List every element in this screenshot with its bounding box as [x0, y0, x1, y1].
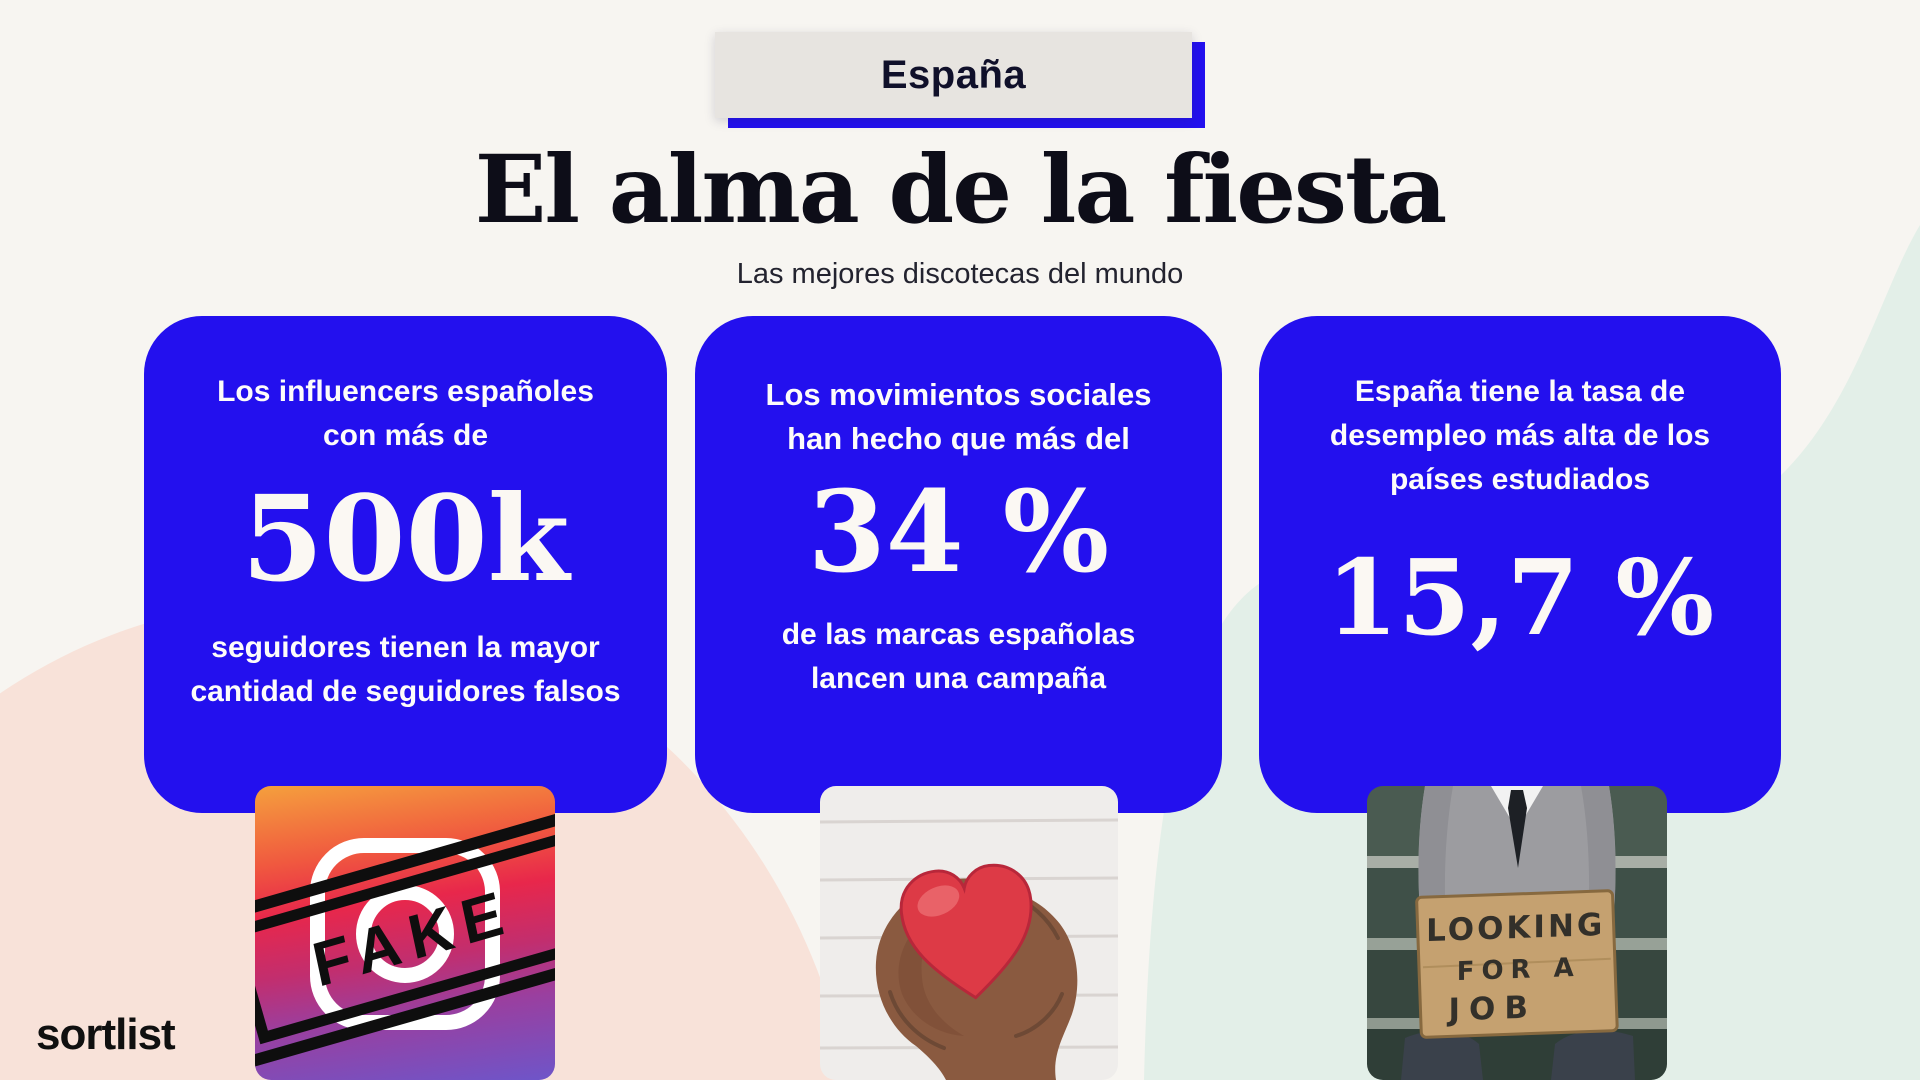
stat-card-unemployment: España tiene la tasa de desempleo más al… — [1259, 316, 1781, 813]
stat-card-bottom-text: seguidores tienen la mayor cantidad de s… — [190, 631, 621, 708]
page-title: El alma de la fiesta — [474, 135, 1448, 245]
sortlist-logo: sortlist — [36, 1010, 176, 1059]
job-seeker-photo: LOOKING FOR A JOB — [1367, 786, 1667, 1080]
job-sign-line1: LOOKING — [1426, 907, 1605, 949]
country-badge: España — [715, 32, 1205, 128]
stat-card-bottom-text: de las marcas españolas lancen una campa… — [781, 618, 1136, 695]
job-seeker-illustration: LOOKING FOR A JOB — [1367, 786, 1667, 1080]
badge-label: España — [880, 52, 1027, 97]
hands-heart-photo — [820, 786, 1118, 1080]
hands-heart-illustration — [820, 786, 1118, 1080]
camera-icon — [310, 838, 500, 1030]
job-sign-line3: JOB — [1447, 989, 1537, 1028]
stat-value: 500k — [241, 469, 570, 608]
stat-value: 15,7 % — [1325, 536, 1715, 659]
stat-card-top-text: Los influencers españoles con más de — [217, 375, 594, 452]
stat-card-top-text: España tiene la tasa de desempleo más al… — [1329, 375, 1711, 496]
job-sign-line2: FOR A — [1457, 953, 1581, 987]
tie-shape — [1508, 790, 1527, 868]
stat-card-top-text: Los movimientos sociales han hecho que m… — [765, 377, 1152, 456]
stat-card-social-movements: Los movimientos sociales han hecho que m… — [695, 316, 1222, 813]
stat-value: 34 % — [807, 467, 1110, 598]
badge-box: España — [715, 32, 1192, 118]
page-subtitle: Las mejores discotecas del mundo — [736, 258, 1184, 290]
job-sign: LOOKING FOR A JOB — [1415, 889, 1619, 1039]
stat-card-influencers: Los influencers españoles con más de 500… — [144, 316, 667, 813]
instagram-fake-photo: FAKE — [255, 786, 555, 1080]
